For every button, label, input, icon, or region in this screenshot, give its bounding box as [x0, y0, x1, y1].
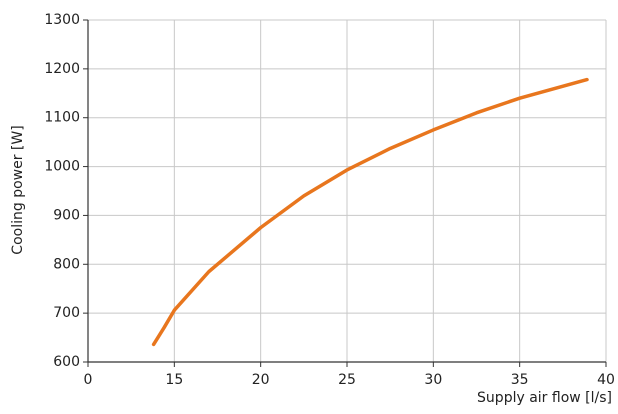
line — [151, 77, 589, 347]
x-tick-label: 40 — [597, 372, 615, 388]
axes — [87, 20, 606, 363]
y-tick-label: 1200 — [44, 61, 80, 77]
x-tick-label: 35 — [511, 372, 529, 388]
x-tick-label: 30 — [424, 372, 442, 388]
y-tick-label: 900 — [53, 207, 80, 223]
x-tick-label: 25 — [338, 372, 356, 388]
y-axis-title: Cooling power [W] — [10, 125, 26, 254]
y-tick-label: 600 — [53, 354, 80, 370]
y-tick-label: 1000 — [44, 159, 80, 175]
y-tick-label: 800 — [53, 256, 80, 272]
x-tick-label: 0 — [84, 372, 93, 388]
x-tick-label: 20 — [252, 372, 270, 388]
y-tick-label: 1100 — [44, 110, 80, 126]
x-axis-title: Supply air flow [l/s] — [477, 390, 612, 406]
y-tick-label: 1300 — [44, 12, 80, 28]
y-tick-label: 700 — [53, 305, 80, 321]
x-tick-label: 15 — [165, 372, 183, 388]
